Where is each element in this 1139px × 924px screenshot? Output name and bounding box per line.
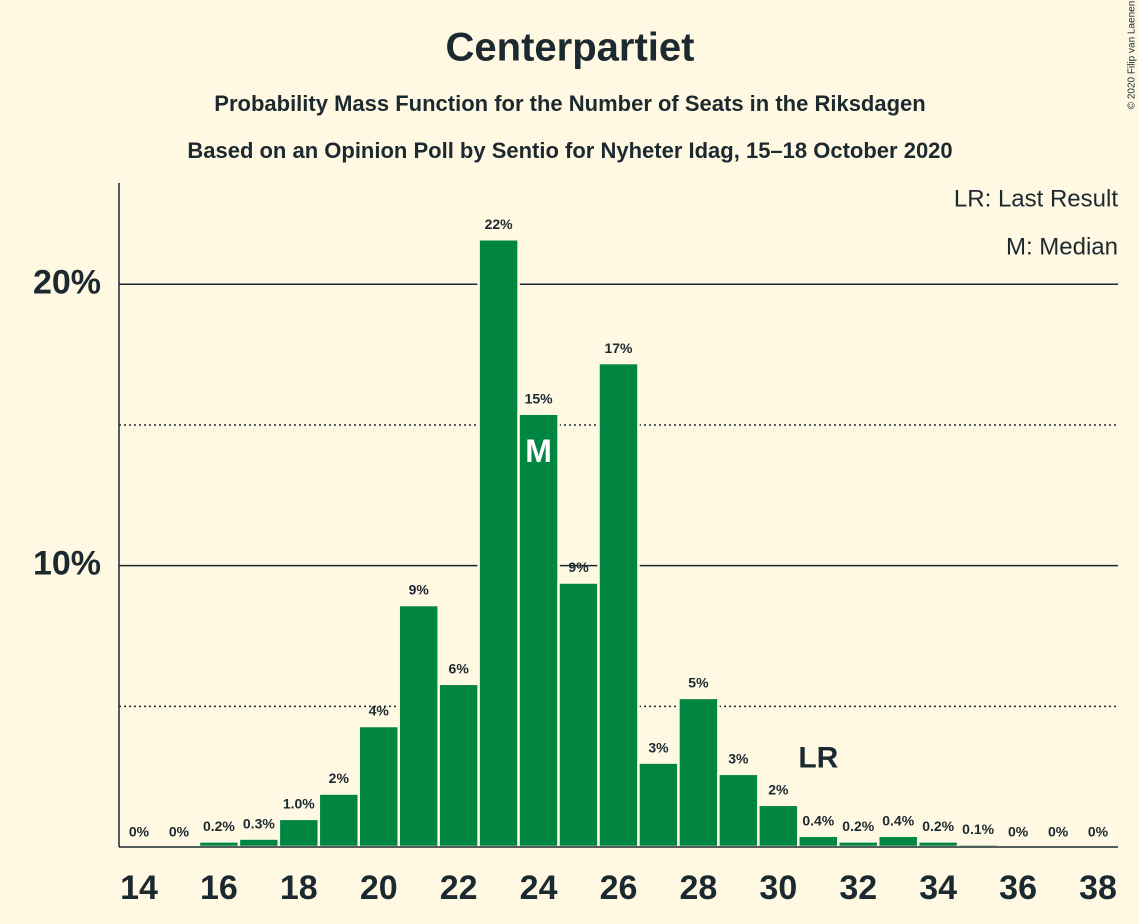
bar	[797, 834, 840, 849]
value-label: 0%	[1008, 824, 1029, 840]
last-result-marker: LR	[798, 742, 838, 775]
chart-subtitle: Based on an Opinion Poll by Sentio for N…	[187, 138, 952, 163]
value-label: 1.0%	[283, 796, 315, 812]
x-tick-label: 28	[680, 869, 718, 907]
x-tick-label: 16	[200, 869, 238, 907]
x-tick-label: 38	[1079, 869, 1117, 907]
bar	[717, 772, 760, 849]
bar	[597, 361, 640, 849]
value-label: 0%	[1048, 824, 1069, 840]
value-label: 0.1%	[962, 821, 994, 837]
median-marker: M	[525, 433, 552, 469]
bar	[437, 682, 480, 849]
x-tick-label: 20	[360, 869, 398, 907]
bar	[237, 837, 281, 849]
bar	[876, 834, 920, 849]
chart-title: Centerpartiet	[446, 26, 695, 70]
bar	[757, 803, 800, 849]
bar	[197, 840, 241, 849]
x-tick-label: 22	[440, 869, 478, 907]
value-label: 0.3%	[243, 815, 275, 831]
bar	[637, 761, 680, 849]
value-label: 0.2%	[203, 818, 235, 834]
value-label: 22%	[485, 216, 514, 232]
bar	[557, 581, 600, 849]
value-label: 0%	[169, 824, 190, 840]
x-tick-label: 24	[520, 869, 558, 907]
value-label: 0.4%	[802, 812, 834, 828]
x-tick-label: 18	[280, 869, 318, 907]
value-label: 15%	[525, 390, 554, 406]
y-tick-label: 10%	[33, 545, 101, 583]
chart-subtitle: Probability Mass Function for the Number…	[214, 91, 925, 116]
x-tick-label: 32	[839, 869, 877, 907]
value-label: 0.2%	[922, 818, 954, 834]
value-label: 4%	[369, 703, 390, 719]
x-tick-label: 34	[919, 869, 957, 907]
value-label: 0.4%	[882, 812, 914, 828]
value-label: 0%	[1088, 824, 1109, 840]
value-label: 3%	[728, 751, 749, 767]
value-label: 6%	[449, 661, 470, 677]
bar	[837, 840, 880, 849]
value-label: 0.2%	[842, 818, 874, 834]
value-label: 2%	[768, 781, 789, 797]
value-label: 5%	[688, 675, 709, 691]
bar	[477, 238, 520, 849]
x-tick-label: 14	[120, 869, 158, 907]
value-label: 9%	[568, 559, 589, 575]
bar	[317, 792, 361, 849]
bar	[357, 724, 400, 849]
copyright: © 2020 Filip van Laenen	[1127, 1, 1138, 110]
legend-entry: M: Median	[1006, 233, 1118, 260]
x-tick-label: 26	[600, 869, 638, 907]
x-tick-label: 30	[759, 869, 797, 907]
bar	[677, 696, 720, 849]
x-tick-label: 36	[999, 869, 1037, 907]
legend-entry: LR: Last Result	[954, 185, 1118, 212]
value-label: 9%	[409, 582, 430, 598]
bar	[277, 817, 321, 849]
bar	[517, 412, 560, 849]
bar	[916, 840, 960, 849]
value-label: 17%	[604, 340, 633, 356]
value-label: 0%	[129, 824, 150, 840]
y-tick-label: 20%	[33, 263, 101, 301]
value-label: 3%	[648, 739, 669, 755]
value-label: 2%	[329, 770, 350, 786]
bar	[397, 603, 440, 849]
